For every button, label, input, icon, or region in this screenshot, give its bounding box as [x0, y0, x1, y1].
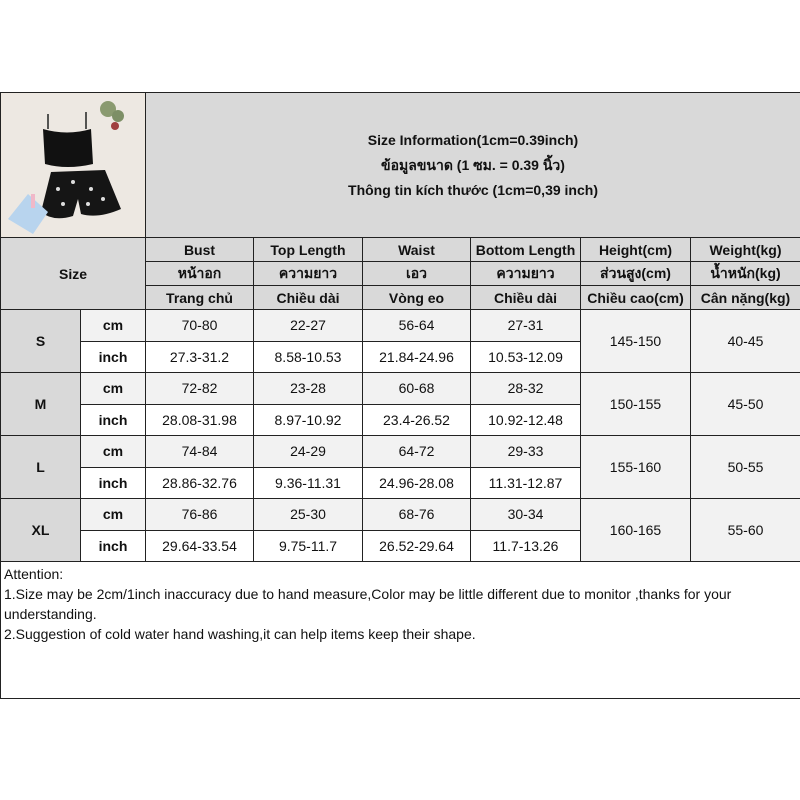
column-header: Trang chủ: [145, 285, 254, 310]
column-header: Chiều dài: [253, 285, 363, 310]
measurement-cell: 56-64: [362, 309, 471, 342]
measurement-cell: 72-82: [145, 372, 254, 405]
measurement-cell: 76-86: [145, 498, 254, 531]
measurement-cell: 10.92-12.48: [470, 403, 581, 436]
measurement-cell: 27-31: [470, 309, 581, 342]
measurement-cell: 64-72: [362, 435, 471, 468]
measurement-cell: 11.7-13.26: [470, 529, 581, 562]
height-cell: 145-150: [580, 309, 691, 373]
size-label: M: [0, 372, 81, 436]
attention-heading: Attention:: [4, 566, 64, 582]
attention-note: 1.Size may be 2cm/1inch inaccuracy due t…: [4, 586, 732, 622]
column-header: ความยาว: [253, 261, 363, 286]
weight-cell: 55-60: [690, 498, 800, 562]
measurement-cell: 9.75-11.7: [253, 529, 363, 562]
measurement-cell: 29.64-33.54: [145, 529, 254, 562]
measurement-cell: 28.08-31.98: [145, 403, 254, 436]
column-header: ส่วนสูง(cm): [580, 261, 691, 286]
unit-label: inch: [80, 529, 146, 562]
size-header: Size: [0, 237, 146, 310]
measurement-cell: 28.86-32.76: [145, 466, 254, 499]
column-header: Cân nặng(kg): [690, 285, 800, 310]
product-photo: [0, 92, 146, 238]
measurement-cell: 23.4-26.52: [362, 403, 471, 436]
measurement-cell: 60-68: [362, 372, 471, 405]
column-header: ความยาว: [470, 261, 581, 286]
measurement-cell: 22-27: [253, 309, 363, 342]
measurement-cell: 28-32: [470, 372, 581, 405]
attention-row: Attention: 1.Size may be 2cm/1inch inaccu…: [0, 561, 800, 699]
table-row: inch 29.64-33.54 9.75-11.7 26.52-29.64 11.7-…: [1, 529, 800, 562]
height-cell: 150-155: [580, 372, 691, 436]
size-label: L: [0, 435, 81, 499]
unit-label: cm: [80, 498, 146, 531]
product-image: [3, 93, 143, 234]
header-row: หน้าอก ความยาว เอว ความยาว ส่วนสูง(cm) น้ำหนั…: [1, 261, 800, 286]
measurement-cell: 10.53-12.09: [470, 340, 581, 373]
unit-label: inch: [80, 403, 146, 436]
column-header: Bottom Length: [470, 237, 581, 262]
measurement-cell: 24-29: [253, 435, 363, 468]
size-info-title: Size Information(1cm=0.39inch) ข้อมูลขนา…: [145, 92, 800, 238]
height-cell: 155-160: [580, 435, 691, 499]
unit-label: cm: [80, 372, 146, 405]
measurement-cell: 21.84-24.96: [362, 340, 471, 373]
unit-label: inch: [80, 466, 146, 499]
column-header: Chiều dài: [470, 285, 581, 310]
column-header: Vòng eo: [362, 285, 471, 310]
measurement-cell: 11.31-12.87: [470, 466, 581, 499]
measurement-cell: 74-84: [145, 435, 254, 468]
measurement-cell: 23-28: [253, 372, 363, 405]
unit-label: cm: [80, 435, 146, 468]
measurement-cell: 24.96-28.08: [362, 466, 471, 499]
measurement-cell: 26.52-29.64: [362, 529, 471, 562]
measurement-cell: 8.58-10.53: [253, 340, 363, 373]
column-header: Waist: [362, 237, 471, 262]
size-label: S: [0, 309, 81, 373]
measurement-cell: 9.36-11.31: [253, 466, 363, 499]
column-header: Chiều cao(cm): [580, 285, 691, 310]
measurement-cell: 25-30: [253, 498, 363, 531]
size-label: XL: [0, 498, 81, 562]
weight-cell: 50-55: [690, 435, 800, 499]
attention-note: 2.Suggestion of cold water hand washing,…: [4, 626, 476, 642]
unit-label: cm: [80, 309, 146, 342]
measurement-cell: 29-33: [470, 435, 581, 468]
header-row: Size Bust Top Length Waist Bottom Length Heig…: [0, 237, 800, 310]
title-line-vietnamese: Thông tin kích thước (1cm=0,39 inch): [348, 181, 598, 198]
title-line-english: Size Information(1cm=0.39inch): [367, 131, 579, 148]
column-header: Bust: [145, 237, 254, 262]
header-row: Trang chủ Chiều dài Vòng eo Chiều dài Chiều …: [1, 285, 800, 310]
weight-cell: 40-45: [690, 309, 800, 373]
title-line-thai: ข้อมูลขนาด (1 ซม. = 0.39 นิ้ว): [381, 156, 565, 173]
measurement-cell: 68-76: [362, 498, 471, 531]
weight-cell: 45-50: [690, 372, 800, 436]
measurement-cell: 70-80: [145, 309, 254, 342]
size-chart-table: Size Information(1cm=0.39inch) ข้อมูลขนา…: [0, 92, 800, 699]
column-header: เอว: [362, 261, 471, 286]
column-header: Height(cm): [580, 237, 691, 262]
attention-notes: Attention: 1.Size may be 2cm/1inch inaccu…: [0, 561, 800, 699]
column-header: น้ำหนัก(kg): [690, 261, 800, 286]
height-cell: 160-165: [580, 498, 691, 562]
column-header: หน้าอก: [145, 261, 254, 286]
measurement-cell: 8.97-10.92: [253, 403, 363, 436]
table-row: XL cm 76-86 25-30 68-76 30-34 160-165 55-60: [0, 498, 800, 562]
column-header: Top Length: [253, 237, 363, 262]
measurement-cell: 30-34: [470, 498, 581, 531]
unit-label: inch: [80, 340, 146, 373]
column-header: Weight(kg): [690, 237, 800, 262]
measurement-cell: 27.3-31.2: [145, 340, 254, 373]
